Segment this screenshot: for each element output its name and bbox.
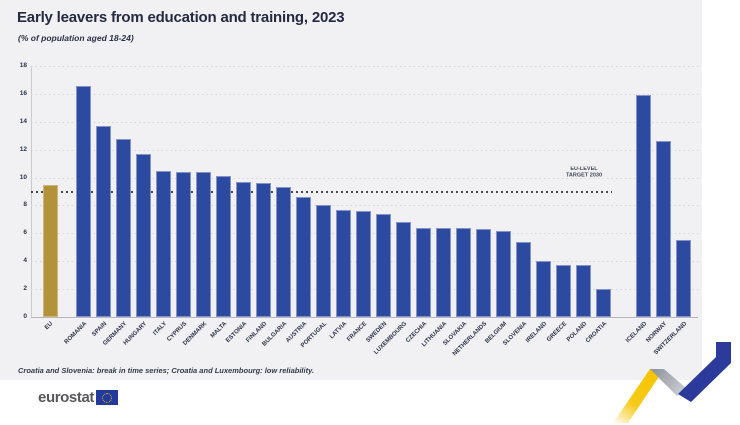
bar-slovakia[interactable]	[456, 227, 471, 317]
gridline-16	[31, 93, 698, 95]
bar-denmark[interactable]	[196, 171, 211, 317]
bar-austria[interactable]	[296, 197, 311, 317]
bar-luxembourg[interactable]	[396, 222, 411, 317]
bar-latvia[interactable]	[336, 209, 351, 317]
bar-portugal[interactable]	[316, 205, 331, 317]
chart-footnote: Croatia and Slovenia: break in time seri…	[18, 366, 315, 375]
y-tick-0: 0	[23, 313, 27, 320]
y-tick-8: 8	[23, 201, 27, 209]
bar-norway[interactable]	[656, 141, 671, 317]
eu-flag-icon	[95, 390, 118, 405]
bar-switzerland[interactable]	[676, 240, 691, 317]
eu-target-line	[31, 190, 612, 193]
bar-france[interactable]	[356, 211, 371, 317]
gridline-18	[31, 66, 698, 67]
y-tick-6: 6	[23, 229, 27, 237]
bar-eu[interactable]	[42, 184, 58, 317]
page-title: Early leavers from education and trainin…	[17, 9, 345, 26]
bar-belgium[interactable]	[496, 230, 511, 317]
target-annotation: EU-LEVEL TARGET 2030	[555, 167, 614, 180]
bar-greece[interactable]	[556, 265, 571, 317]
y-tick-10: 10	[19, 173, 27, 181]
chart-plot: EU-LEVEL TARGET 2030 0 2 4 6 8 10 12 14 16 18 EU RO…	[19, 62, 698, 357]
bar-spain[interactable]	[96, 125, 111, 317]
bar-iceland[interactable]	[636, 95, 651, 317]
y-tick-12: 12	[19, 145, 27, 153]
y-tick-18: 18	[19, 62, 27, 69]
bar-germany[interactable]	[116, 138, 131, 317]
y-tick-4: 4	[23, 257, 27, 265]
bar-finland[interactable]	[256, 183, 271, 317]
bar-czechia[interactable]	[416, 227, 431, 317]
bar-estonia[interactable]	[236, 181, 251, 317]
target-annotation-line1: EU-LEVEL	[570, 166, 598, 173]
y-tick-14: 14	[19, 117, 27, 125]
bar-slovenia[interactable]	[516, 241, 531, 317]
bar-sweden[interactable]	[376, 213, 391, 317]
target-annotation-line2: TARGET 2030	[565, 173, 603, 179]
eu-stars-ring-icon	[101, 392, 112, 403]
bar-lithuania[interactable]	[436, 227, 451, 317]
gridline-10	[31, 177, 698, 179]
bar-hungary[interactable]	[136, 153, 151, 317]
eurostat-logo-text: eurostat	[38, 389, 94, 406]
bar-croatia[interactable]	[596, 289, 611, 317]
bar-romania[interactable]	[76, 85, 91, 317]
bar-bulgaria[interactable]	[276, 187, 291, 317]
gridline-12	[31, 149, 698, 151]
bar-malta[interactable]	[216, 176, 231, 317]
gridline-8	[31, 205, 698, 207]
x-axis-line	[31, 317, 698, 318]
bar-italy[interactable]	[156, 170, 171, 317]
y-tick-16: 16	[19, 89, 27, 97]
eurostat-logo: eurostat	[38, 389, 118, 406]
bar-cyprus[interactable]	[176, 171, 191, 317]
y-tick-2: 2	[23, 285, 27, 293]
bar-netherlands[interactable]	[476, 229, 491, 317]
bar-poland[interactable]	[576, 265, 591, 317]
page-subtitle: (% of population aged 18-24)	[18, 33, 134, 43]
gridline-14	[31, 121, 698, 123]
bar-ireland[interactable]	[536, 261, 551, 317]
